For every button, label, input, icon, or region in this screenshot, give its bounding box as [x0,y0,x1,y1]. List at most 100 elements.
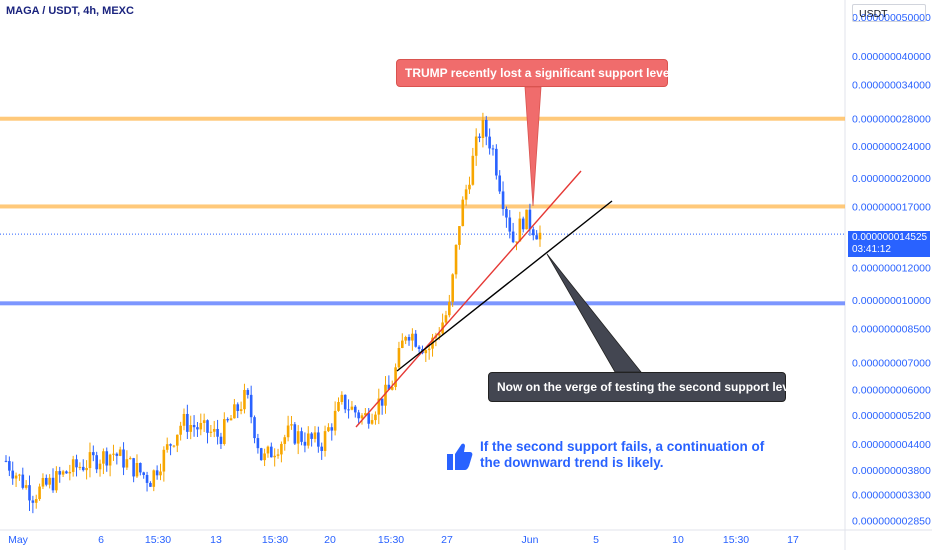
candle-body [266,446,270,454]
candle-body [505,209,508,218]
candle-body [172,445,176,447]
candle-countdown: 03:41:12 [852,244,891,255]
candle-body [273,455,276,458]
candle-body [293,424,297,444]
candle-body [24,485,28,488]
candle-body [501,191,505,210]
candle-body [343,394,347,410]
candle-body [21,474,25,488]
candle-body [384,384,387,406]
candle-body [229,418,233,421]
x-tick-label: Jun [522,534,539,546]
candle-body [525,209,528,230]
candle-body [270,446,273,458]
candle-body [468,184,471,190]
y-tick-label: 0.000000028000 [852,114,931,126]
candle-body [162,449,166,472]
x-tick-label: 6 [98,534,104,546]
candle-body [48,477,51,485]
candle-body [61,471,65,475]
candle-body [300,431,303,442]
candle-body [276,454,280,456]
note-text: If the second support fails, a continuat… [480,439,764,473]
candle-body [186,413,189,432]
candle-body [458,226,461,245]
y-tick-label: 0.000000040000 [852,51,931,63]
candle-body [18,474,21,476]
callout-dark-pointer [546,253,642,373]
candle-body [320,446,323,451]
y-tick-label: 0.000000005200 [852,410,931,422]
candle-body [4,460,8,462]
candle-body [233,404,236,419]
candle-body [14,475,18,479]
candle-body [122,449,125,468]
candle-body [41,477,45,487]
candle-body [437,333,441,336]
candle-body [448,302,451,316]
candle-body [38,486,41,500]
candle-body [212,428,216,432]
candle-body [340,394,344,403]
y-tick-label: 0.000000003300 [852,490,931,502]
candle-body [357,412,360,419]
y-tick-label: 0.000000007000 [852,357,931,369]
y-tick-label: 0.000000003800 [852,465,931,477]
candle-body [390,386,394,390]
y-tick-label: 0.000000024000 [852,141,931,153]
candle-body [411,333,414,341]
note-line-1: If the second support fails, a continuat… [480,439,765,454]
candle-body [353,406,357,413]
candle-body [11,470,15,479]
candle-body [145,474,149,483]
candle-body [246,389,250,395]
candle-body [108,454,112,466]
candle-body [337,402,340,411]
callout-lost-support[interactable]: TRUMP recently lost a significant suppor… [396,59,676,87]
candle-body [115,453,119,456]
candle-body [427,348,431,351]
x-tick-label: 20 [324,534,336,546]
x-tick-label: 13 [210,534,222,546]
candle-body [128,458,132,460]
candle-body [34,499,38,503]
candle-body [249,394,253,418]
candle-body [243,389,246,410]
candle-body [192,425,196,428]
candle-body [290,424,293,426]
candle-body [538,232,542,240]
candle-body [404,337,407,341]
candle-body [491,148,495,150]
candle-body [377,398,381,415]
candle-body [51,477,55,491]
y-tick-label: 0.000000010000 [852,295,931,307]
candle-body [236,404,240,411]
candle-body [105,451,109,466]
candle-body [65,471,68,474]
candle-body [88,452,92,469]
last-price-tag: 0.000000014525 03:41:12 [848,231,930,257]
candle-body [394,367,397,387]
candle-body [102,451,105,464]
candle-body [135,462,139,477]
candle-body [387,384,391,390]
candle-body [283,437,287,444]
black-trendline [396,200,613,372]
candle-body [81,466,85,471]
currency-selector[interactable]: USDT [852,4,926,22]
candle-body [256,438,260,449]
candle-body [55,471,58,491]
y-tick-label: 0.000000012000 [852,263,931,275]
thumbs-up-icon [447,443,473,470]
candle-body [28,485,31,501]
candle-body [424,350,428,354]
note-downtrend[interactable]: If the second support fails, a continuat… [444,439,784,473]
candle-body [75,459,78,468]
candle-body [125,459,129,468]
x-tick-label: 5 [593,534,599,546]
callout-second-support[interactable]: Now on the verge of testing the second s… [488,372,799,402]
candle-body [488,136,491,149]
candle-body [98,463,102,470]
